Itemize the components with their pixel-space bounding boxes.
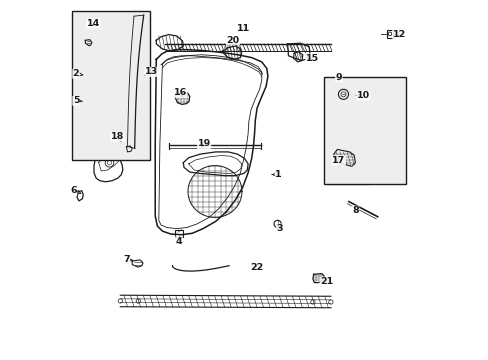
Text: 5: 5 (73, 96, 82, 105)
Bar (175, 230, 183, 237)
Text: 13: 13 (144, 68, 158, 77)
Bar (337, 174, 343, 182)
Bar (326, 157, 368, 184)
Text: 14: 14 (86, 19, 100, 28)
Text: 12: 12 (392, 30, 405, 39)
Bar (345, 163, 350, 172)
Text: 22: 22 (250, 263, 263, 271)
Text: 15: 15 (305, 54, 318, 63)
Bar (346, 174, 351, 182)
Text: 7: 7 (123, 256, 132, 264)
Text: 18: 18 (111, 132, 124, 142)
Text: 3: 3 (276, 224, 283, 233)
Text: 17: 17 (331, 156, 345, 165)
Bar (329, 174, 335, 182)
Text: 16: 16 (173, 88, 187, 98)
Text: 1: 1 (271, 170, 282, 179)
Text: 19: 19 (197, 139, 210, 148)
Bar (361, 162, 366, 171)
Bar (352, 163, 358, 172)
Bar (329, 159, 335, 168)
Text: 20: 20 (226, 36, 239, 45)
Text: 6: 6 (70, 186, 81, 195)
Text: 10: 10 (356, 91, 369, 100)
Text: 11: 11 (237, 24, 250, 33)
Bar (323, 77, 406, 184)
Text: 21: 21 (319, 277, 332, 286)
Bar (72, 11, 149, 160)
Bar (386, 30, 392, 38)
Text: 4: 4 (175, 236, 182, 246)
Text: 8: 8 (351, 206, 358, 215)
Text: 9: 9 (335, 73, 342, 82)
Bar (336, 162, 342, 171)
Bar (366, 159, 372, 168)
Text: 2: 2 (73, 69, 82, 78)
